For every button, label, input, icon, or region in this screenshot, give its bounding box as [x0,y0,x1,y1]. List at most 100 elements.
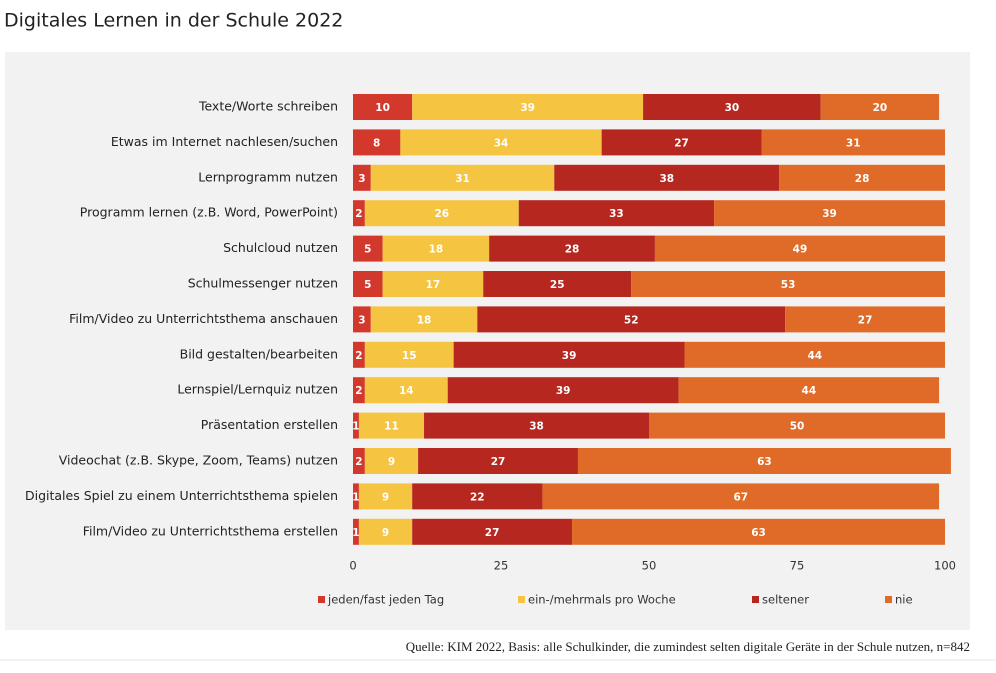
bar-segment [678,377,940,404]
bar-segment [412,483,543,510]
bar-segment [353,200,365,227]
bar-segment [418,448,578,474]
value-label: 39 [822,208,837,220]
value-label: 2 [355,350,362,362]
value-label: 52 [624,314,639,326]
legend-label: jeden/fast jeden Tag [327,593,444,607]
x-tick-label: 50 [642,559,657,573]
bar-segment [353,306,371,333]
category-label: Bild gestalten/bearbeiten [180,346,338,361]
value-label: 2 [355,208,362,220]
category-label: Digitales Spiel zu einem Unterrichtsthem… [25,488,338,503]
value-label: 2 [355,385,362,397]
bar-segment [554,164,780,191]
bar-segment [364,200,519,227]
bar-segment [412,518,573,545]
value-label: 28 [565,244,580,256]
bar-segment [382,235,490,262]
category-label: Präsentation erstellen [201,417,338,432]
bar-segment [353,518,359,545]
bar-segment [654,235,945,262]
value-label: 39 [562,350,577,362]
value-label: 38 [659,173,674,185]
bar-segment [489,235,655,262]
value-label: 31 [455,173,470,185]
bar-segment [577,448,951,474]
bar-segment [358,483,413,510]
value-label: 18 [417,314,432,326]
bar-segment [412,94,644,120]
x-tick-label: 0 [349,559,356,573]
category-label: Programm lernen (z.B. Word, PowerPoint) [80,205,338,220]
bar-segment [572,518,945,545]
value-label: 27 [491,456,506,468]
value-label: 15 [402,350,417,362]
value-label: 33 [609,208,624,220]
category-label: Lernspiel/Lernquiz nutzen [177,382,338,397]
chart-title: Digitales Lernen in der Schule 2022 [4,10,343,32]
value-label: 39 [520,102,535,114]
value-label: 18 [429,244,444,256]
value-label: 44 [802,385,817,397]
bar-segment [631,271,945,297]
value-label: 3 [358,314,365,326]
legend-swatch [752,596,759,603]
x-tick-label: 75 [790,559,805,573]
value-label: 5 [364,244,371,256]
value-label: 30 [725,102,740,114]
value-label: 38 [529,421,544,433]
bar-segment [643,94,821,120]
category-label: Film/Video zu Unterrichtsthema anschauen [69,311,338,326]
value-label: 3 [358,173,365,185]
value-label: 5 [364,279,371,291]
value-label: 1 [352,527,359,539]
value-label: 63 [751,527,766,539]
bar-segment [353,271,383,297]
value-label: 20 [873,102,888,114]
bar-segment [779,164,945,191]
value-label: 26 [434,208,449,220]
value-label: 27 [485,527,500,539]
legend-label: nie [895,593,913,607]
category-label: Etwas im Internet nachlesen/suchen [111,134,338,149]
value-label: 9 [382,527,389,539]
value-label: 11 [384,421,399,433]
bar-segment [353,412,359,439]
bar-segment [370,164,555,191]
value-label: 31 [846,137,861,149]
bar-segment [353,448,365,474]
value-label: 27 [858,314,873,326]
value-label: 50 [790,421,805,433]
x-tick-label: 25 [494,559,509,573]
legend-swatch [885,596,892,603]
bar-segment [353,94,413,120]
value-label: 9 [382,491,389,503]
value-label: 10 [375,102,390,114]
bar-segment [447,377,679,404]
legend-label: seltener [762,593,809,607]
bar-segment [353,483,359,510]
bar-segment [483,271,632,297]
value-label: 34 [494,137,509,149]
bar-segment [353,377,365,404]
category-label: Videochat (z.B. Skype, Zoom, Teams) nutz… [59,453,338,468]
bar-segment [358,412,425,439]
value-label: 2 [355,456,362,468]
bar-segment [353,341,365,368]
category-label: Film/Video zu Unterrichtsthema erstellen [83,523,338,538]
value-label: 17 [426,279,441,291]
bar-segment [785,306,945,333]
value-label: 1 [352,491,359,503]
bar-segment [400,129,602,156]
value-label: 27 [674,137,689,149]
bar-segment [684,341,945,368]
value-label: 9 [388,456,395,468]
category-label: Lernprogramm nutzen [198,169,338,184]
bar-segment [364,341,454,368]
category-label: Texte/Worte schreiben [198,99,338,114]
bar-segment [353,164,371,191]
bar-segment [382,271,484,297]
value-label: 22 [470,491,485,503]
value-label: 8 [373,137,380,149]
